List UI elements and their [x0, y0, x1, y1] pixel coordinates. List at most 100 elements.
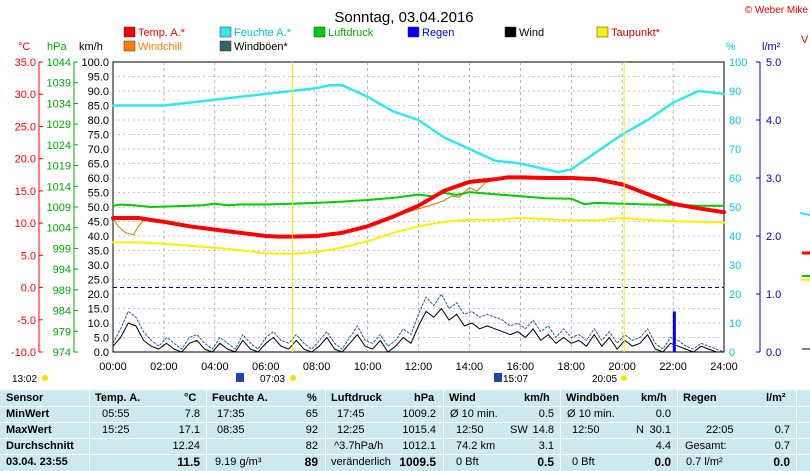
- legend-swatch: [123, 26, 136, 38]
- min-wind-value: 0.5: [538, 408, 554, 420]
- sun-icon: [621, 375, 627, 381]
- humidity-tick-label: 70: [729, 144, 741, 156]
- x-tick-label: 06:00: [252, 361, 280, 373]
- legend-swatch: [407, 26, 420, 38]
- max-wind-value: 14.8: [532, 424, 554, 436]
- sun-icon: [290, 375, 296, 381]
- max-temp-time: 15:25: [102, 424, 130, 436]
- max-rain-value: 0.7: [774, 424, 790, 436]
- sunset-time: 20:05: [592, 374, 617, 385]
- temp-tick-label: 30.0: [15, 89, 36, 101]
- gust-header: Windböen: [566, 392, 620, 404]
- max-press-time: 12:25: [337, 424, 365, 436]
- avg-press-value: 1012.1: [402, 440, 436, 452]
- humidity-tick-label: 80: [729, 115, 741, 127]
- max-gust-time: 12:50: [572, 424, 600, 436]
- min-label: MinWert: [6, 408, 50, 420]
- wind-tick-label: 0.0: [94, 347, 109, 359]
- pressure-tick-label: 994: [53, 264, 71, 276]
- pressure-header: Luftdruck: [331, 392, 382, 404]
- wind-tick-label: 50.0: [88, 202, 109, 214]
- avg-wind-value: 3.1: [538, 440, 554, 452]
- x-tick-label: 02:00: [150, 361, 178, 373]
- avg-gust-value: 4.4: [655, 440, 671, 452]
- temp-unit: °C: [184, 392, 197, 404]
- legend-label: Wind: [519, 27, 544, 39]
- temp-tick-label: 0.0: [21, 283, 36, 295]
- wind-axis-label: km/h: [79, 41, 103, 53]
- temp-axis-label: °C: [18, 41, 30, 53]
- wind-tick-label: 80.0: [88, 115, 109, 127]
- pressure-tick-label: 989: [53, 285, 71, 297]
- avg-wind-distance: 74.2 km: [456, 440, 496, 452]
- pressure-tick-label: 999: [53, 243, 71, 255]
- current-wind-bft: 0 Bft: [456, 456, 479, 468]
- pressure-tick-label: 1019: [47, 161, 71, 173]
- pressure-tick-label: 984: [53, 306, 71, 318]
- legend-swatch: [596, 26, 609, 38]
- legend-swatch: [219, 40, 232, 52]
- dewpoint-line: [112, 217, 725, 255]
- rain-tick-label: 3.0: [766, 173, 781, 185]
- rain-tick-label: 1.0: [766, 289, 781, 301]
- chart-title: Sonntag, 03.04.2016: [334, 9, 473, 26]
- current-rain-total: 0.7 l/m²: [686, 456, 723, 468]
- pressure-tick-label: 979: [53, 326, 71, 338]
- max-hum-value: 92: [305, 424, 318, 436]
- x-tick-label: 20:00: [608, 361, 636, 373]
- x-tick-label: 04:00: [201, 361, 229, 373]
- temp-tick-label: 5.0: [21, 250, 36, 262]
- legend: Temp. A.* Feuchte A.* Luftdruck Regen Wind Ta…: [123, 26, 661, 53]
- rain-bar: [672, 311, 676, 352]
- humidity-tick-label: 50: [729, 202, 741, 214]
- edge-label: V: [801, 34, 809, 46]
- current-press-value: 1009.5: [399, 455, 436, 469]
- wind-tick-label: 65.0: [88, 159, 109, 171]
- humidity-header: Feuchte A.: [212, 392, 268, 404]
- moon-icon: [494, 373, 502, 382]
- moonrise-time: 15:07: [503, 374, 528, 385]
- min-gust-value: 0.0: [655, 408, 671, 420]
- grid-lines: [113, 62, 724, 352]
- humidity-tick-label: 30: [729, 260, 741, 272]
- wind-tick-label: 40.0: [88, 231, 109, 243]
- current-press-tendency: veränderlich: [331, 456, 391, 468]
- wind-tick-label: 55.0: [88, 188, 109, 200]
- rain-tick-label: 0.0: [766, 347, 781, 359]
- humidity-unit: %: [307, 392, 317, 404]
- avg-label: Durchschnitt: [6, 440, 74, 452]
- pressure-tick-label: 974: [53, 347, 71, 359]
- legend-label: Windchill: [138, 41, 182, 53]
- legend-swatch: [313, 26, 326, 38]
- sensor-header: Sensor: [6, 392, 44, 404]
- wind-line: [112, 308, 725, 353]
- max-gust-dir: N: [636, 424, 644, 436]
- max-hum-time: 08:35: [217, 424, 245, 436]
- temp-tick-label: -10.0: [11, 347, 36, 359]
- pressure-line: [112, 191, 725, 208]
- moon-icon: [236, 373, 244, 382]
- wind-header: Wind: [449, 392, 476, 404]
- max-temp-value: 17.1: [178, 424, 200, 436]
- min-gust-label: Ø 10 min.: [567, 408, 615, 420]
- total-rain-value: 0.7: [774, 440, 790, 452]
- min-press-time: 17:45: [337, 408, 365, 420]
- current-temp-value: 11.5: [177, 455, 200, 469]
- pressure-tick-label: 1029: [47, 119, 71, 131]
- current-abs-humidity: 9.19 g/m³: [215, 456, 262, 468]
- wind-tick-label: 35.0: [88, 246, 109, 258]
- humidity-tick-label: 20: [729, 289, 741, 301]
- temp-tick-label: -5.0: [17, 315, 36, 327]
- wind-tick-label: 5.0: [94, 333, 109, 345]
- current-hum-value: 89: [304, 455, 318, 469]
- legend-label: Windböen*: [234, 41, 289, 53]
- rain-axis-label: l/m²: [762, 41, 781, 53]
- legend-swatch: [123, 40, 136, 52]
- pressure-tick-label: 1034: [47, 98, 71, 110]
- legend-swatch: [504, 26, 517, 38]
- temp-tick-label: 10.0: [15, 218, 36, 230]
- current-rain-value: 0.0: [773, 455, 790, 469]
- min-hum-value: 65: [305, 408, 318, 420]
- pressure-tick-label: 1039: [47, 78, 71, 90]
- sun-icon: [42, 375, 48, 381]
